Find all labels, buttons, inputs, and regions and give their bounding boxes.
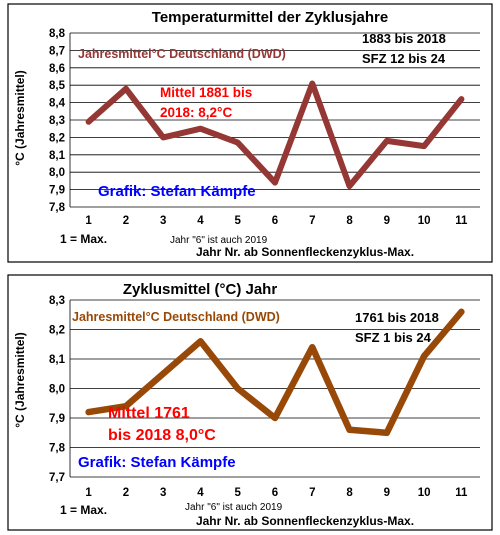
y-tick-label: 8,1 bbox=[49, 150, 66, 162]
y-tick-label: 7,9 bbox=[49, 413, 65, 425]
y-tick-label: 7,8 bbox=[49, 443, 66, 455]
chart-2-mean-line1: Mittel 1761 bbox=[108, 405, 190, 422]
chart-1-range-line2: SFZ 12 bis 24 bbox=[362, 51, 446, 66]
data-point bbox=[384, 138, 390, 144]
x-tick-label: 9 bbox=[384, 215, 390, 227]
x-tick-label: 8 bbox=[346, 215, 353, 227]
data-point bbox=[384, 430, 390, 436]
data-point bbox=[272, 180, 278, 186]
chart-2-credit: Grafik: Stefan Kämpfe bbox=[78, 454, 236, 471]
y-tick-label: 7,7 bbox=[49, 472, 65, 484]
chart-1-y-tick-labels: 7,8 7,9 8,0 8,1 8,2 8,3 8,4 8,5 8,6 8,7 8,8 bbox=[49, 28, 66, 214]
x-tick-label: 4 bbox=[197, 487, 204, 499]
y-tick-label: 8,2 bbox=[49, 132, 65, 144]
data-point bbox=[421, 143, 427, 149]
data-point bbox=[197, 126, 204, 132]
x-tick-label: 5 bbox=[235, 215, 242, 227]
x-tick-label: 7 bbox=[309, 215, 315, 227]
x-tick-label: 11 bbox=[455, 215, 468, 227]
data-point bbox=[197, 338, 204, 344]
data-point bbox=[160, 134, 166, 140]
chart-2-range-line1: 1761 bis 2018 bbox=[355, 310, 439, 325]
x-tick-label: 11 bbox=[455, 487, 468, 499]
chart-1-year-note: Jahr "6" ist auch 2019 bbox=[170, 235, 268, 246]
data-point bbox=[458, 309, 464, 315]
data-point bbox=[346, 183, 353, 189]
x-tick-label: 3 bbox=[160, 215, 166, 227]
y-tick-label: 7,9 bbox=[49, 185, 65, 197]
chart-2-frame bbox=[7, 274, 493, 531]
chart-2-mean-line2: bis 2018 8,0°C bbox=[108, 427, 216, 444]
x-tick-label: 9 bbox=[384, 487, 390, 499]
x-tick-label: 10 bbox=[418, 215, 431, 227]
data-point bbox=[123, 403, 129, 409]
chart-2-y-tick-labels: 7,7 7,8 7,9 8,0 8,1 8,2 8,3 bbox=[49, 295, 66, 484]
chart-1-series bbox=[85, 80, 465, 190]
data-point bbox=[123, 86, 129, 92]
x-tick-label: 1 bbox=[85, 487, 92, 499]
y-tick-label: 8,8 bbox=[49, 28, 66, 40]
data-point bbox=[272, 415, 278, 421]
data-point bbox=[309, 344, 315, 350]
data-point bbox=[309, 80, 315, 87]
chart-2-x-axis-label: Jahr Nr. ab Sonnenfleckenzyklus-Max. bbox=[196, 514, 414, 528]
data-point bbox=[86, 119, 92, 125]
data-point bbox=[346, 427, 353, 433]
chart-2-gridlines bbox=[69, 299, 480, 478]
x-tick-label: 4 bbox=[197, 215, 204, 227]
chart-1-range-line1: 1883 bis 2018 bbox=[362, 31, 446, 46]
chart-1-gridlines bbox=[69, 32, 480, 208]
chart-1-legend-entry: Jahresmittel°C Deutschland (DWD) bbox=[78, 47, 286, 61]
x-tick-label: 1 bbox=[85, 215, 92, 227]
x-tick-label: 3 bbox=[160, 487, 166, 499]
y-tick-label: 8,7 bbox=[49, 45, 65, 57]
chart-1-credit: Grafik: Stefan Kämpfe bbox=[98, 183, 256, 200]
y-tick-label: 8,0 bbox=[49, 384, 65, 396]
y-tick-label: 8,1 bbox=[49, 354, 66, 366]
y-tick-label: 7,8 bbox=[49, 202, 66, 214]
chart-2-y-axis-label: °C (Jahresmittel) bbox=[13, 332, 27, 428]
x-tick-label: 6 bbox=[272, 487, 278, 499]
chart-1-frame bbox=[7, 3, 493, 263]
chart-2: 7,7 7,8 7,9 8,0 8,1 8,2 8,3 1 2 3 4 5 6 7 8 9 10 11 Zykl… bbox=[7, 274, 493, 531]
data-point bbox=[86, 409, 92, 415]
x-tick-label: 10 bbox=[418, 487, 431, 499]
data-point bbox=[160, 371, 166, 377]
x-tick-label: 2 bbox=[123, 215, 129, 227]
y-tick-label: 8,3 bbox=[49, 115, 65, 127]
data-point bbox=[458, 96, 464, 102]
data-point bbox=[421, 353, 427, 359]
chart-2-title: Zyklusmittel (°C) Jahr bbox=[123, 281, 278, 298]
data-point bbox=[235, 140, 241, 146]
chart-1-y-axis-label: °C (Jahresmittel) bbox=[13, 70, 27, 166]
chart-2-x-tick-labels: 1 2 3 4 5 6 7 8 9 10 11 bbox=[85, 487, 468, 499]
chart-2-legend-entry: Jahresmittel°C Deutschland (DWD) bbox=[72, 310, 280, 324]
x-tick-label: 6 bbox=[272, 215, 278, 227]
data-point bbox=[235, 385, 241, 392]
y-tick-label: 8,6 bbox=[49, 63, 65, 75]
chart-1-x-tick-labels: 1 2 3 4 5 6 7 8 9 10 11 bbox=[85, 215, 468, 227]
x-tick-label: 8 bbox=[346, 487, 353, 499]
y-tick-label: 8,2 bbox=[49, 325, 65, 337]
chart-2-series bbox=[85, 308, 465, 437]
chart-1-x-axis-label: Jahr Nr. ab Sonnenfleckenzyklus-Max. bbox=[196, 245, 414, 259]
chart-2-year-note: Jahr "6" ist auch 2019 bbox=[185, 502, 283, 513]
x-tick-label: 5 bbox=[235, 487, 242, 499]
chart-1-title: Temperaturmittel der Zyklusjahre bbox=[152, 9, 388, 26]
chart-1: 7,8 7,9 8,0 8,1 8,2 8,3 8,4 8,5 8,6 8,7 8,8 1 2 3 4 5 6… bbox=[7, 3, 493, 263]
chart-1-max-note: 1 = Max. bbox=[60, 232, 107, 246]
y-tick-label: 8,5 bbox=[49, 80, 66, 92]
y-tick-label: 8,0 bbox=[49, 167, 65, 179]
chart-1-mean-line2: 2018: 8,2°C bbox=[160, 105, 232, 120]
x-tick-label: 2 bbox=[123, 487, 129, 499]
y-tick-label: 8,4 bbox=[49, 98, 66, 110]
y-tick-label: 8,3 bbox=[49, 295, 65, 307]
x-tick-label: 7 bbox=[309, 487, 315, 499]
chart-1-mean-line1: Mittel 1881 bis bbox=[160, 85, 252, 100]
chart-2-max-note: 1 = Max. bbox=[60, 503, 107, 517]
chart-2-range-line2: SFZ 1 bis 24 bbox=[355, 330, 432, 345]
